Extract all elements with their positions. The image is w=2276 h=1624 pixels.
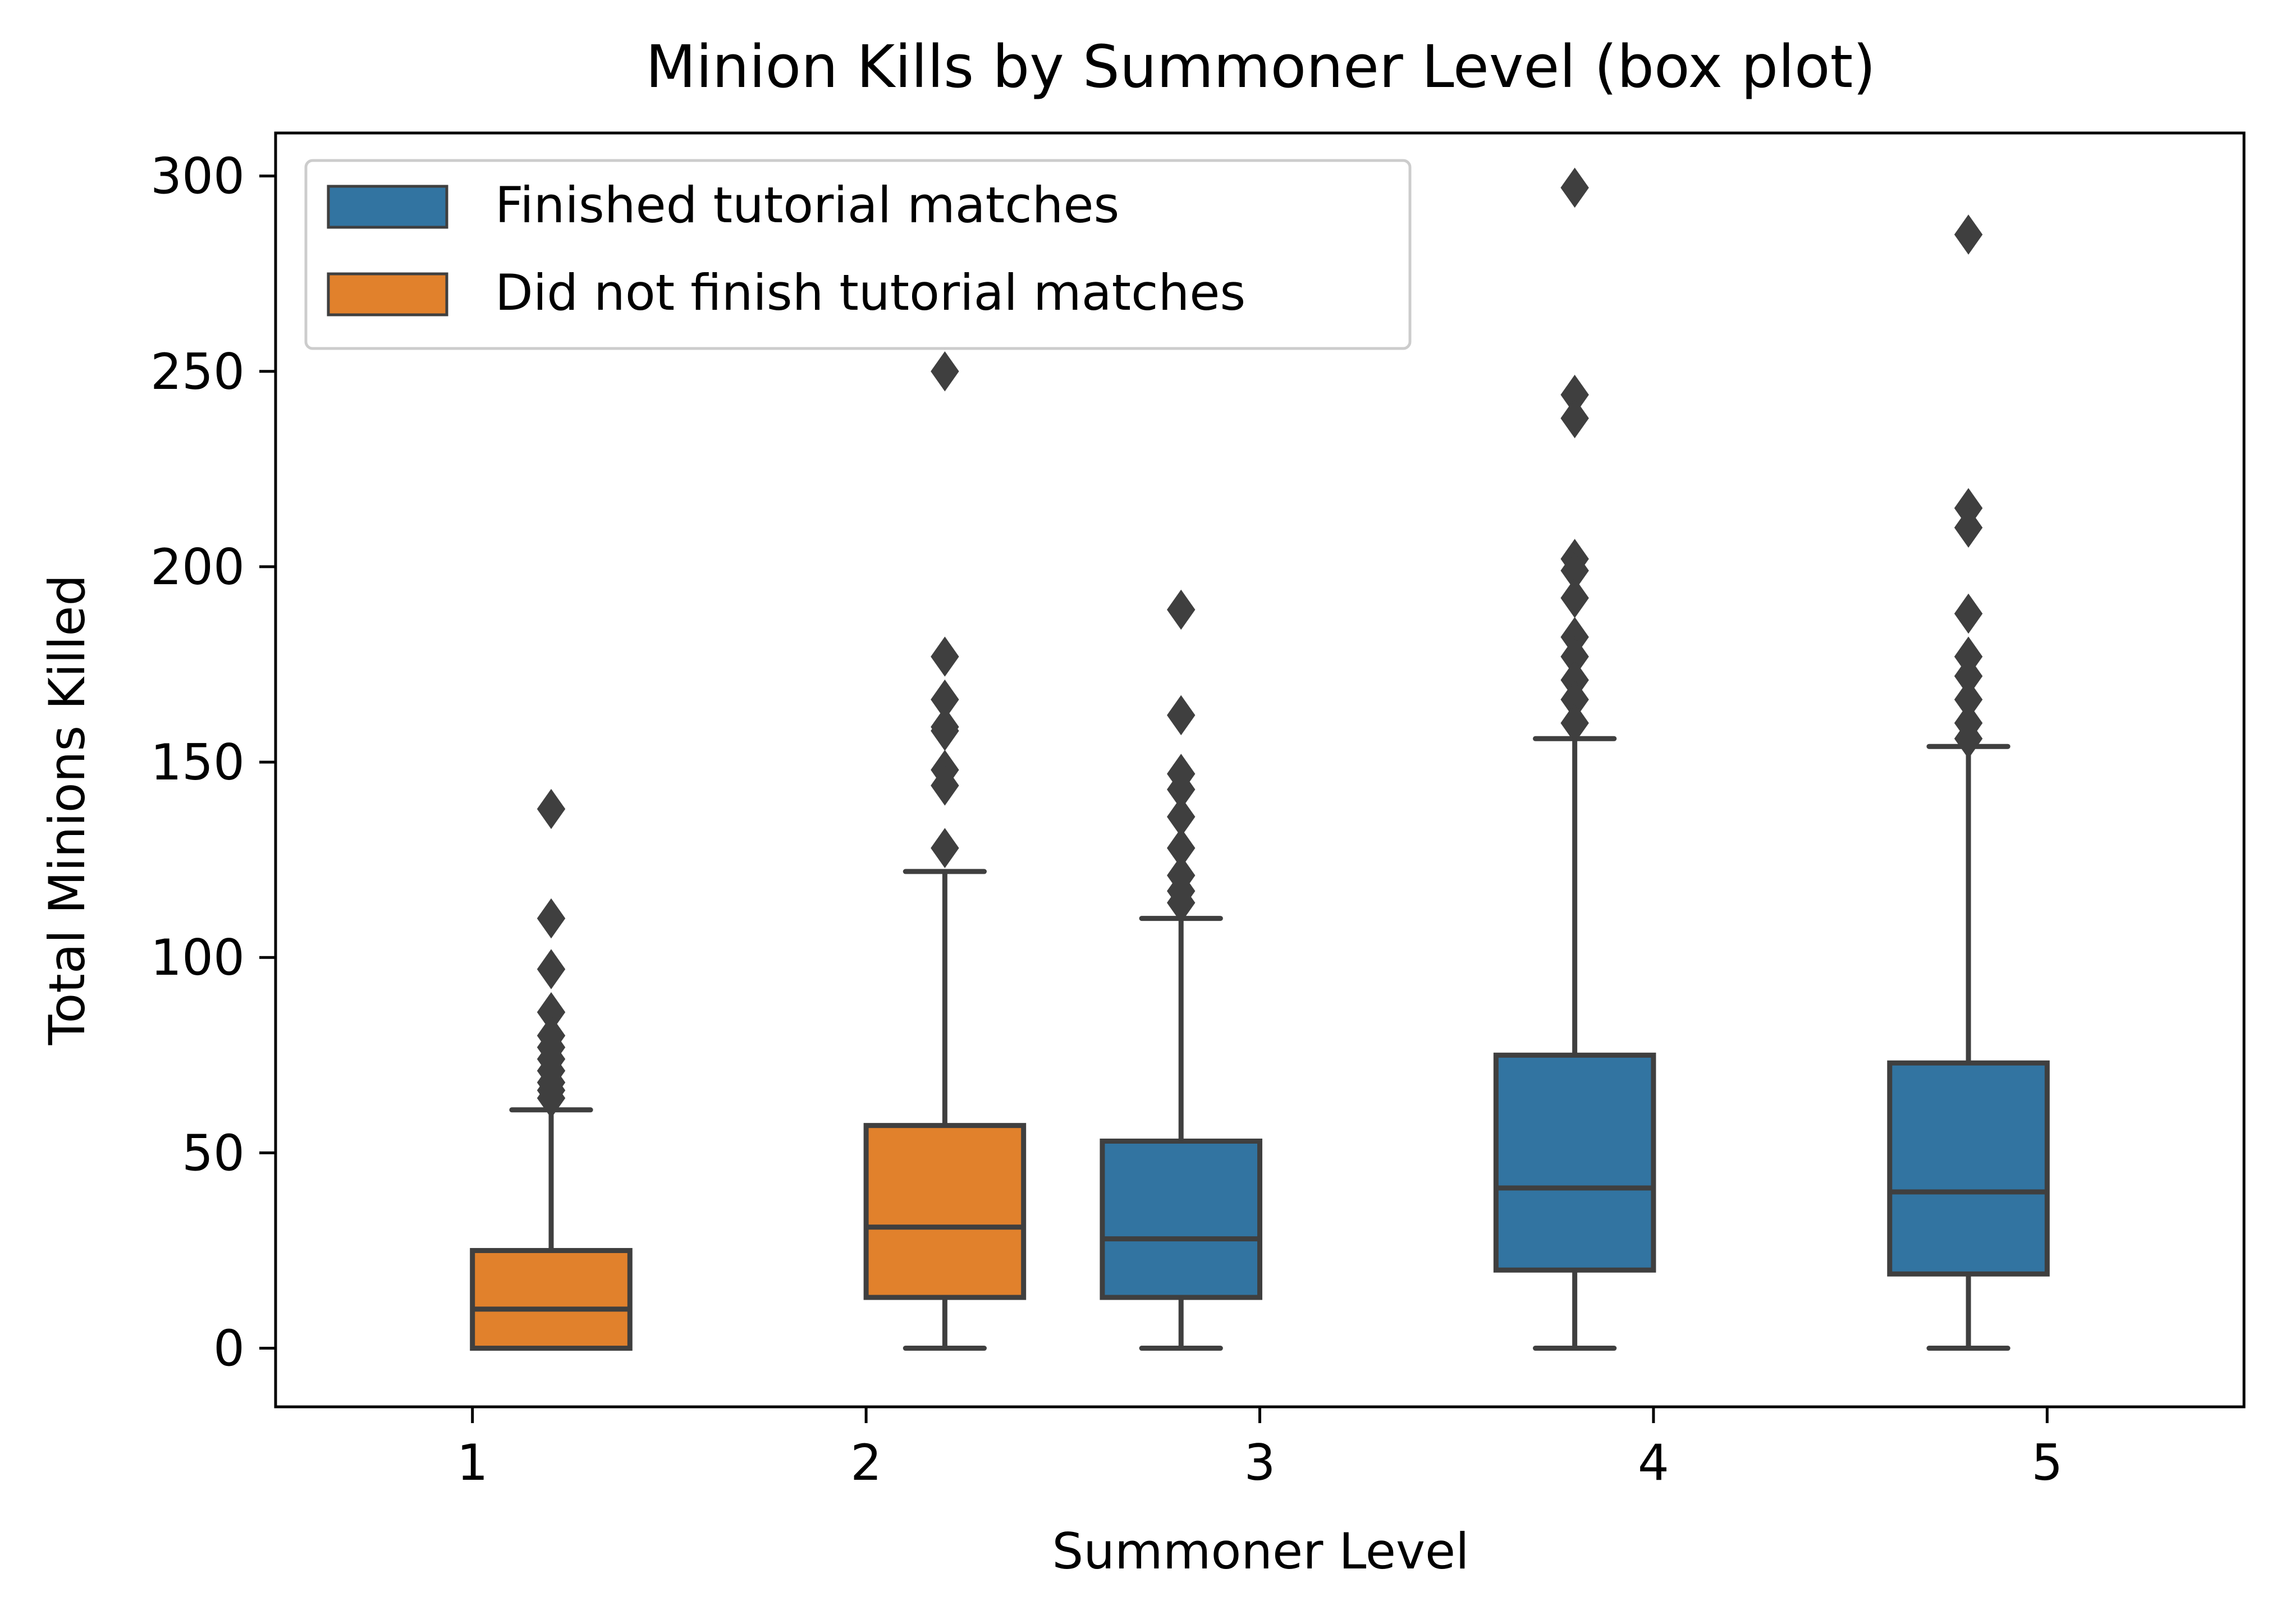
outlier-point — [1166, 695, 1196, 736]
x-tick-label: 2 — [850, 1434, 882, 1492]
outlier-point — [931, 636, 959, 677]
outlier-point — [1166, 589, 1196, 630]
x-axis-label: Summoner Level — [1052, 1522, 1469, 1580]
y-tick-label: 300 — [150, 148, 245, 205]
y-tick-label: 200 — [150, 538, 245, 596]
y-tick-label: 250 — [150, 343, 245, 401]
box-iqr — [1100, 1139, 1262, 1300]
plot-area — [274, 131, 2246, 1409]
outlier-point — [1560, 398, 1589, 439]
box-iqr — [470, 1247, 633, 1351]
legend-swatch — [327, 185, 448, 229]
outlier-point — [931, 828, 959, 868]
outlier-point — [1954, 214, 1983, 255]
outlier-point — [931, 765, 959, 806]
y-tick-label: 150 — [150, 733, 245, 791]
outlier-point — [537, 898, 566, 939]
legend-item: Did not finish tutorial matches — [327, 264, 1245, 322]
outlier-point — [1560, 703, 1589, 744]
box-group-level-3 — [1100, 589, 1262, 1351]
box-group-level-2 — [863, 351, 1027, 1351]
x-tick-label: 5 — [2031, 1434, 2063, 1492]
x-tick-label: 4 — [1638, 1434, 1669, 1492]
legend-frame — [304, 159, 1412, 350]
legend-label: Finished tutorial matches — [495, 176, 1119, 234]
outlier-point — [1560, 167, 1589, 208]
box-iqr — [1887, 1060, 2050, 1277]
y-tick-label: 100 — [150, 929, 245, 987]
y-axis: 0 50 100 150 200 250 300 — [150, 148, 276, 1378]
box-group-level-5 — [1887, 214, 2050, 1351]
outlier-point — [1954, 718, 1983, 759]
outlier-point — [931, 351, 959, 392]
x-tick-label: 1 — [457, 1434, 488, 1492]
box-iqr — [1493, 1052, 1656, 1273]
outlier-point — [1166, 883, 1196, 923]
x-axis: 1 2 3 4 5 — [457, 1407, 2063, 1492]
chart-title: Minion Kills by Summoner Level (box plot… — [645, 33, 1876, 101]
outlier-point — [537, 949, 566, 989]
y-tick-label: 0 — [213, 1320, 245, 1378]
legend-label: Did not finish tutorial matches — [495, 264, 1245, 322]
box-group-level-1 — [470, 788, 633, 1351]
y-axis-label: Total Minions Killed — [38, 575, 96, 1046]
outlier-point — [1954, 593, 1983, 634]
legend: Finished tutorial matches Did not finish … — [304, 159, 1412, 350]
legend-swatch — [327, 272, 448, 316]
box-iqr — [863, 1123, 1027, 1300]
legend-item: Finished tutorial matches — [327, 176, 1119, 234]
outlier-point — [537, 788, 566, 829]
y-tick-label: 50 — [182, 1124, 245, 1182]
box-group-level-4 — [1493, 167, 1656, 1351]
outlier-point — [537, 1078, 566, 1118]
outlier-point — [1954, 507, 1983, 548]
x-tick-label: 3 — [1244, 1434, 1276, 1492]
